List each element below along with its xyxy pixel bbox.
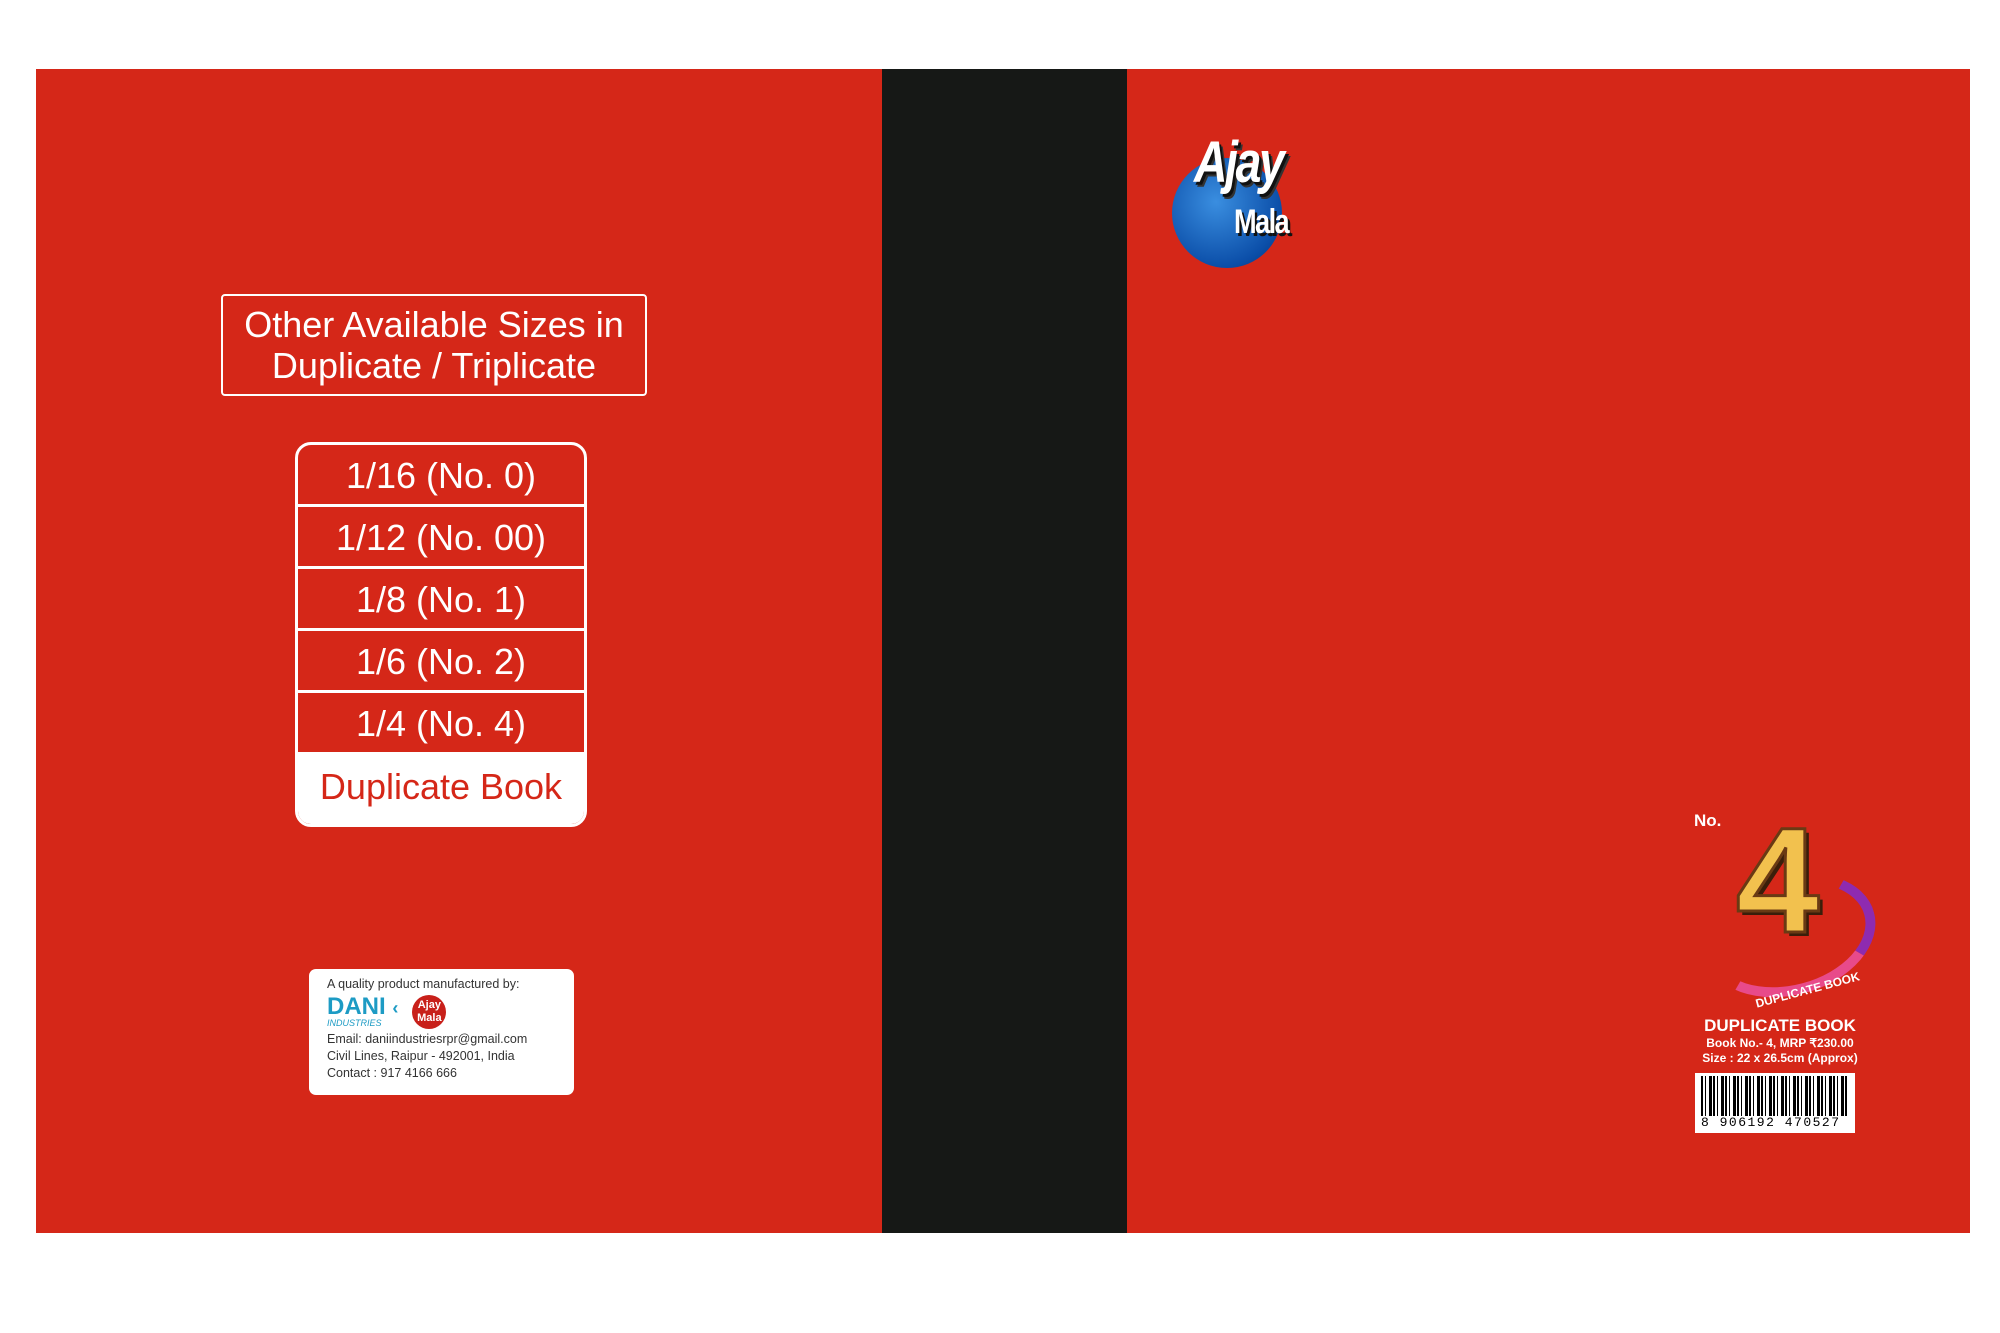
sizes-title-line2: Duplicate / Triplicate	[271, 345, 597, 386]
logo-mala: Mala	[1234, 203, 1290, 241]
product-title: DUPLICATE BOOK	[1704, 1016, 1856, 1035]
dani-chevron-icon: ‹	[392, 997, 399, 1018]
book-spine	[882, 69, 1127, 1233]
manufacturer-email: Email: daniindustriesrpr@gmail.com	[327, 1032, 528, 1046]
manufacturer-address: Civil Lines, Raipur - 492001, India	[327, 1049, 515, 1063]
manufacturer-box: A quality product manufactured by: DANI …	[309, 969, 574, 1095]
size-row: 1/16 (No. 0)	[298, 445, 584, 507]
ajay-mala-logo: Ajay Mala	[1172, 130, 1312, 270]
dani-logo-text: DANI	[327, 992, 386, 1020]
manufacturer-heading: A quality product manufactured by:	[327, 977, 520, 991]
sizes-table: 1/16 (No. 0) 1/12 (No. 00) 1/8 (No. 1) 1…	[295, 442, 587, 827]
book-number: 4	[1734, 796, 1820, 964]
sizes-footer: Duplicate Book	[298, 755, 584, 824]
sizes-title-box: Other Available Sizes in Duplicate / Tri…	[221, 294, 647, 396]
mini-logo-line2: Mala	[417, 1012, 442, 1024]
barcode-digits: 8 906192 470527	[1701, 1115, 1841, 1130]
sizes-title-line1: Other Available Sizes in	[244, 304, 624, 345]
size-row: 1/6 (No. 2)	[298, 631, 584, 693]
size-info: Size : 22 x 26.5cm (Approx)	[1702, 1051, 1858, 1065]
book-info: Book No.- 4, MRP ₹230.00	[1706, 1036, 1854, 1050]
dani-industries-logo: DANI ‹ INDUSTRIES	[327, 994, 399, 1028]
size-row: 1/8 (No. 1)	[298, 569, 584, 631]
size-row: 1/12 (No. 00)	[298, 507, 584, 569]
logo-ajay: Ajay	[1194, 130, 1285, 195]
number-prefix: No.	[1694, 811, 1722, 830]
mini-logo-line1: Ajay	[417, 999, 441, 1011]
logo-globe	[1172, 158, 1282, 268]
barcode-bars	[1701, 1076, 1849, 1116]
manufacturer-contact: Contact : 917 4166 666	[327, 1066, 457, 1080]
dani-logo-sub: INDUSTRIES	[327, 1017, 382, 1028]
ajay-mala-mini-logo: Ajay Mala	[412, 995, 447, 1029]
barcode: 8 906192 470527	[1695, 1073, 1855, 1133]
book-number-emblem: 4 No. DUPLICATE BOOK	[1689, 796, 1890, 1016]
product-info: DUPLICATE BOOK Book No.- 4, MRP ₹230.00 …	[1680, 1016, 1880, 1066]
size-row: 1/4 (No. 4)	[298, 693, 584, 755]
